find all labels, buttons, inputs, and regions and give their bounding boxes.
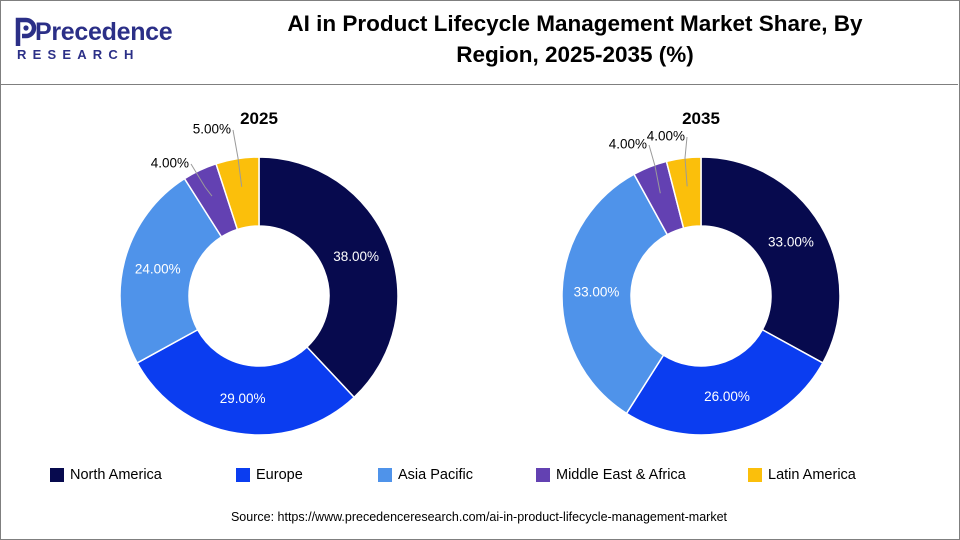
data-label: 4.00% xyxy=(609,137,647,152)
leader-line xyxy=(232,129,243,187)
slice-asia-pacific xyxy=(561,173,669,415)
logo-mark-icon xyxy=(15,17,37,46)
brand-name: Precedence xyxy=(35,18,173,46)
slice-north-america xyxy=(258,156,399,399)
donut-chart-2025: 2025 38.00% 29.00% 24.00% 4.00% 5.00% xyxy=(119,109,399,436)
slice-north-america xyxy=(700,156,841,364)
leader-line xyxy=(190,163,213,197)
donut-title: 2035 xyxy=(682,109,720,128)
data-label: 38.00% xyxy=(333,249,379,264)
slice-europe xyxy=(136,328,356,436)
title-line-2: Region, 2025-2035 (%) xyxy=(456,42,694,67)
data-label: 24.00% xyxy=(135,262,181,277)
donut-charts: 2025 38.00% 29.00% 24.00% 4.00% 5.00% 2035 33.0… xyxy=(119,109,841,436)
brand-subtitle: RESEARCH xyxy=(17,47,140,62)
legend-swatch xyxy=(748,468,762,482)
header: Precedence RESEARCH AI in Product Lifecy… xyxy=(0,0,958,85)
legend-swatch xyxy=(236,468,250,482)
legend-label: Latin America xyxy=(768,467,856,483)
data-label: 33.00% xyxy=(574,284,620,299)
slice-europe xyxy=(625,328,824,436)
source-note: Source: https://www.precedenceresearch.c… xyxy=(230,510,728,524)
leader-line xyxy=(648,144,661,194)
legend-label: Asia Pacific xyxy=(398,467,473,483)
slice-asia-pacific xyxy=(119,177,223,364)
legend-swatch xyxy=(378,468,392,482)
title-line-1: AI in Product Lifecycle Management Marke… xyxy=(287,11,863,36)
data-label: 33.00% xyxy=(768,234,814,249)
legend-label: Europe xyxy=(256,467,303,483)
legend-label: North America xyxy=(70,467,162,483)
brand-logo: Precedence RESEARCH xyxy=(14,16,173,66)
slice-latin-america xyxy=(665,156,702,230)
legend-swatch xyxy=(50,468,64,482)
legend-swatch xyxy=(536,468,550,482)
data-label: 29.00% xyxy=(220,391,266,406)
leader-line xyxy=(684,136,688,187)
slice-latin-america xyxy=(215,156,260,231)
page-title: AI in Product Lifecycle Management Marke… xyxy=(230,8,920,70)
data-label: 5.00% xyxy=(193,122,231,137)
data-label: 4.00% xyxy=(647,129,685,144)
donut-chart-2035: 2035 33.00% 26.00% 33.00% 4.00%4.00% xyxy=(561,109,841,436)
data-label: 26.00% xyxy=(704,389,750,404)
chart-legend: North America Europe Asia Pacific Middle Ea… xyxy=(50,466,930,484)
legend-label: Middle East & Africa xyxy=(556,467,686,483)
data-label: 4.00% xyxy=(151,156,189,171)
donut-title: 2025 xyxy=(240,109,278,128)
